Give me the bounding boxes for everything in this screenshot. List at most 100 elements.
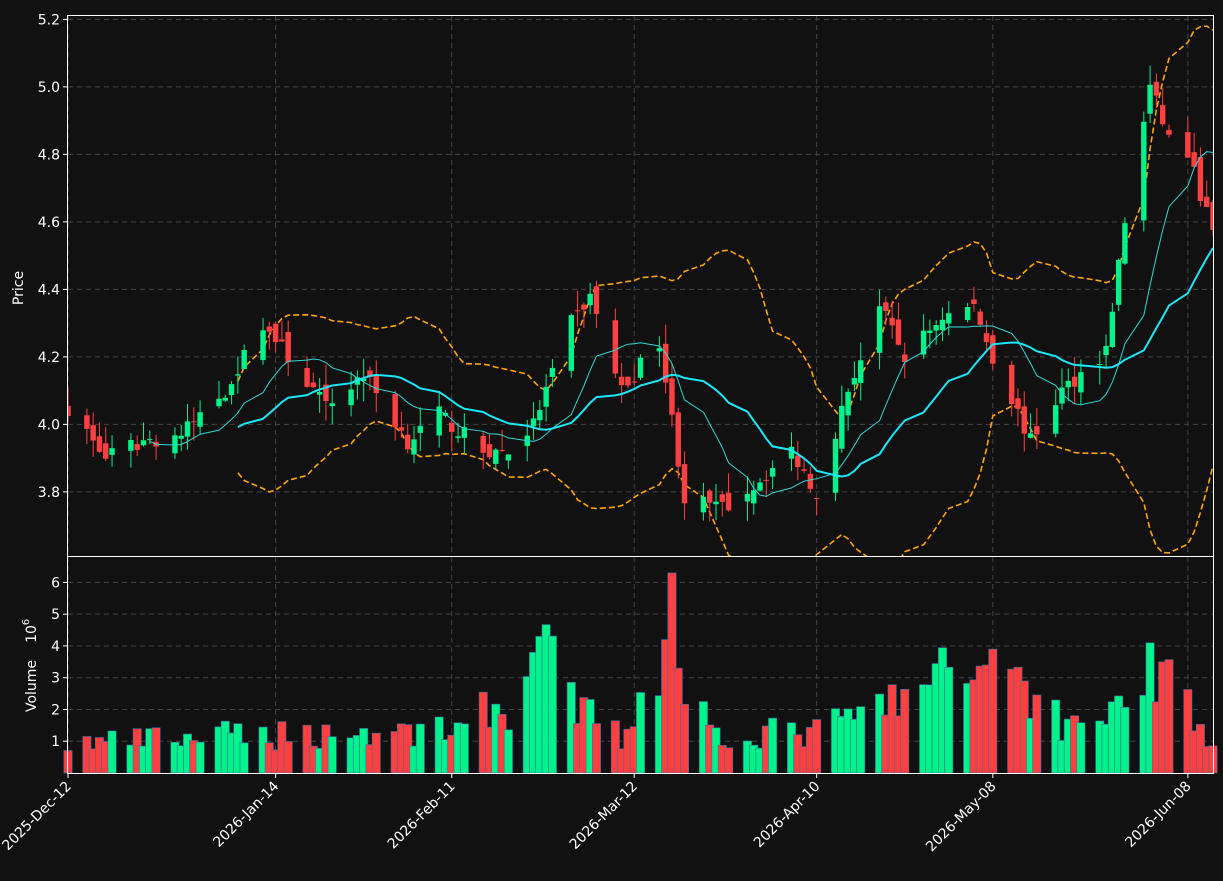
candle-body (983, 333, 990, 343)
candle-body (719, 494, 725, 502)
price-tick-label: 4.8 (38, 147, 60, 163)
candle-body (807, 473, 814, 489)
candle-body (895, 319, 902, 345)
candle-body (285, 331, 291, 363)
candle-body (769, 468, 776, 477)
volume-bar (239, 742, 249, 774)
candle-body (392, 394, 398, 428)
candle-body (744, 493, 751, 502)
candle-body (763, 479, 770, 481)
volume-tick-label: 4 (51, 639, 60, 655)
volume-bar (371, 732, 381, 774)
volume-exponent-base: 10 (24, 625, 40, 643)
volume-bar (1032, 694, 1042, 774)
volume-bar (151, 727, 161, 774)
candle-body (191, 421, 197, 423)
candle-body (197, 412, 203, 427)
candle-body (316, 391, 323, 395)
volume-tick-label: 1 (51, 734, 60, 750)
candle-body (109, 448, 115, 455)
candle-body (939, 319, 946, 331)
candle-body (134, 444, 140, 450)
candle-body (455, 436, 461, 438)
candle-body (398, 427, 405, 431)
candle-body (1185, 132, 1191, 158)
volume-bar (547, 635, 557, 774)
candle-body (499, 450, 505, 452)
candle-body (857, 360, 864, 383)
candle-body (405, 434, 411, 450)
candle-body (1203, 196, 1210, 207)
candle-body (725, 492, 732, 511)
candle-body (1191, 152, 1197, 167)
price-tick-label: 3.8 (38, 485, 60, 501)
volume-bar (636, 692, 645, 774)
candle-body (977, 311, 983, 325)
candle-body (549, 367, 556, 377)
candle-body (147, 439, 153, 441)
candle-body (367, 370, 373, 378)
candle-body (436, 406, 442, 436)
candle-body (618, 376, 625, 386)
volume-bar (459, 723, 469, 774)
candle-body (593, 286, 600, 314)
candle-body (530, 418, 537, 427)
candle-body (631, 381, 637, 383)
candle-body (1109, 311, 1116, 348)
volume-tick-label: 5 (51, 607, 60, 623)
candle-body (795, 455, 801, 468)
upper-band-line (237, 25, 1213, 420)
candle-body (964, 307, 971, 321)
candle-body (700, 496, 707, 513)
candle-body (675, 412, 681, 467)
volume-bar (195, 741, 205, 774)
candle-body (637, 357, 644, 378)
candle-body (1097, 363, 1103, 365)
candle-body (128, 439, 134, 451)
price-axis-label: Price (11, 271, 27, 305)
volume-bar (283, 741, 293, 774)
volume-bar (1164, 659, 1174, 774)
candle-body (839, 405, 845, 449)
candle-body (971, 299, 977, 304)
candle-body (876, 306, 883, 353)
candle-body (625, 376, 631, 386)
volume-bar (856, 706, 866, 774)
volume-bar (768, 717, 778, 774)
volume-tick-label: 2 (51, 702, 60, 718)
candle-body (1078, 372, 1084, 393)
candle-body (788, 446, 795, 459)
candle-body (1159, 105, 1166, 125)
candle-body (304, 368, 310, 387)
volume-bar (107, 730, 117, 774)
candle-body (1021, 406, 1027, 434)
candle-body (172, 435, 178, 454)
candle-body (260, 330, 266, 361)
candle-body (845, 391, 851, 416)
volume-bar (503, 729, 513, 774)
candle-body (1103, 346, 1109, 356)
candle-body (1059, 387, 1065, 404)
candle-body (757, 482, 763, 491)
candle-body (543, 386, 549, 407)
candle-body (681, 464, 688, 504)
volume-axis-label: Volume (24, 660, 40, 712)
price-tick-label: 5.2 (38, 12, 60, 28)
volume-bar (944, 666, 954, 774)
candle-body (1197, 157, 1204, 201)
price-tick-label: 5.0 (38, 80, 60, 96)
candle-body (537, 410, 543, 421)
volume-tick-label: 6 (51, 575, 60, 591)
candle-body (1115, 259, 1122, 305)
volume-y-axis: 1 2 3 4 5 6 (51, 575, 68, 750)
volume-tick-label: 3 (51, 671, 60, 687)
price-tick-label: 4.6 (38, 215, 60, 231)
candle-body (574, 310, 581, 312)
candle-body (612, 320, 619, 374)
candle-body (216, 398, 222, 407)
candle-body (1034, 426, 1040, 435)
candle-body (1153, 81, 1160, 96)
candle-body (228, 384, 235, 396)
moving-averages (149, 151, 1213, 497)
